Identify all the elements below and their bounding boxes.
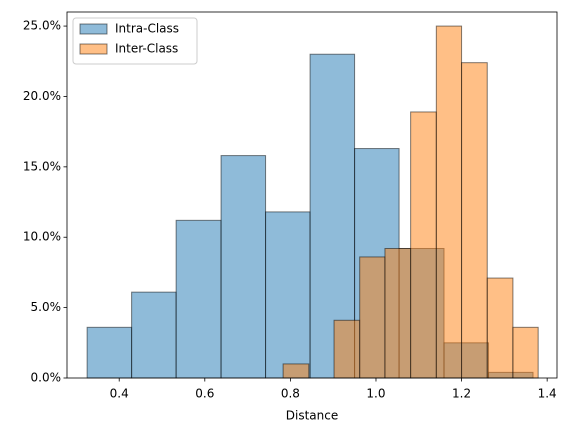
y-tick-label: 20.0%	[23, 89, 61, 103]
x-tick-label: 1.4	[538, 387, 557, 401]
bar	[461, 62, 488, 379]
bar	[86, 326, 133, 379]
y-tick-label: 25.0%	[23, 19, 61, 33]
legend-label: Inter-Class	[115, 42, 178, 56]
y-tick-label: 10.0%	[23, 230, 61, 244]
series	[282, 25, 539, 379]
y-tick-label: 0.0%	[31, 371, 62, 385]
x-tick-label: 1.0	[366, 387, 385, 401]
bar	[131, 291, 177, 379]
bar	[220, 155, 267, 379]
x-tick-label: 1.2	[452, 387, 471, 401]
x-tick-label: 0.6	[195, 387, 214, 401]
legend-swatch	[79, 43, 108, 55]
bar	[435, 25, 463, 379]
bar	[359, 256, 386, 379]
bar	[282, 363, 310, 379]
bar	[333, 319, 361, 379]
bar	[265, 211, 311, 379]
bar	[410, 111, 437, 379]
x-tick-label: 0.4	[110, 387, 129, 401]
x-axis-label: Distance	[286, 409, 338, 423]
legend: Intra-Class Inter-Class	[72, 17, 198, 65]
plot-frame	[66, 11, 558, 379]
y-tick-label: 15.0%	[23, 159, 61, 173]
bar	[486, 277, 514, 379]
y-tick-label: 5.0%	[31, 300, 62, 314]
legend-label: Intra-Class	[115, 22, 179, 36]
bar	[384, 247, 412, 379]
bar	[512, 326, 539, 379]
legend-swatch	[79, 23, 108, 35]
x-tick-label: 0.8	[281, 387, 300, 401]
bar	[175, 219, 222, 379]
